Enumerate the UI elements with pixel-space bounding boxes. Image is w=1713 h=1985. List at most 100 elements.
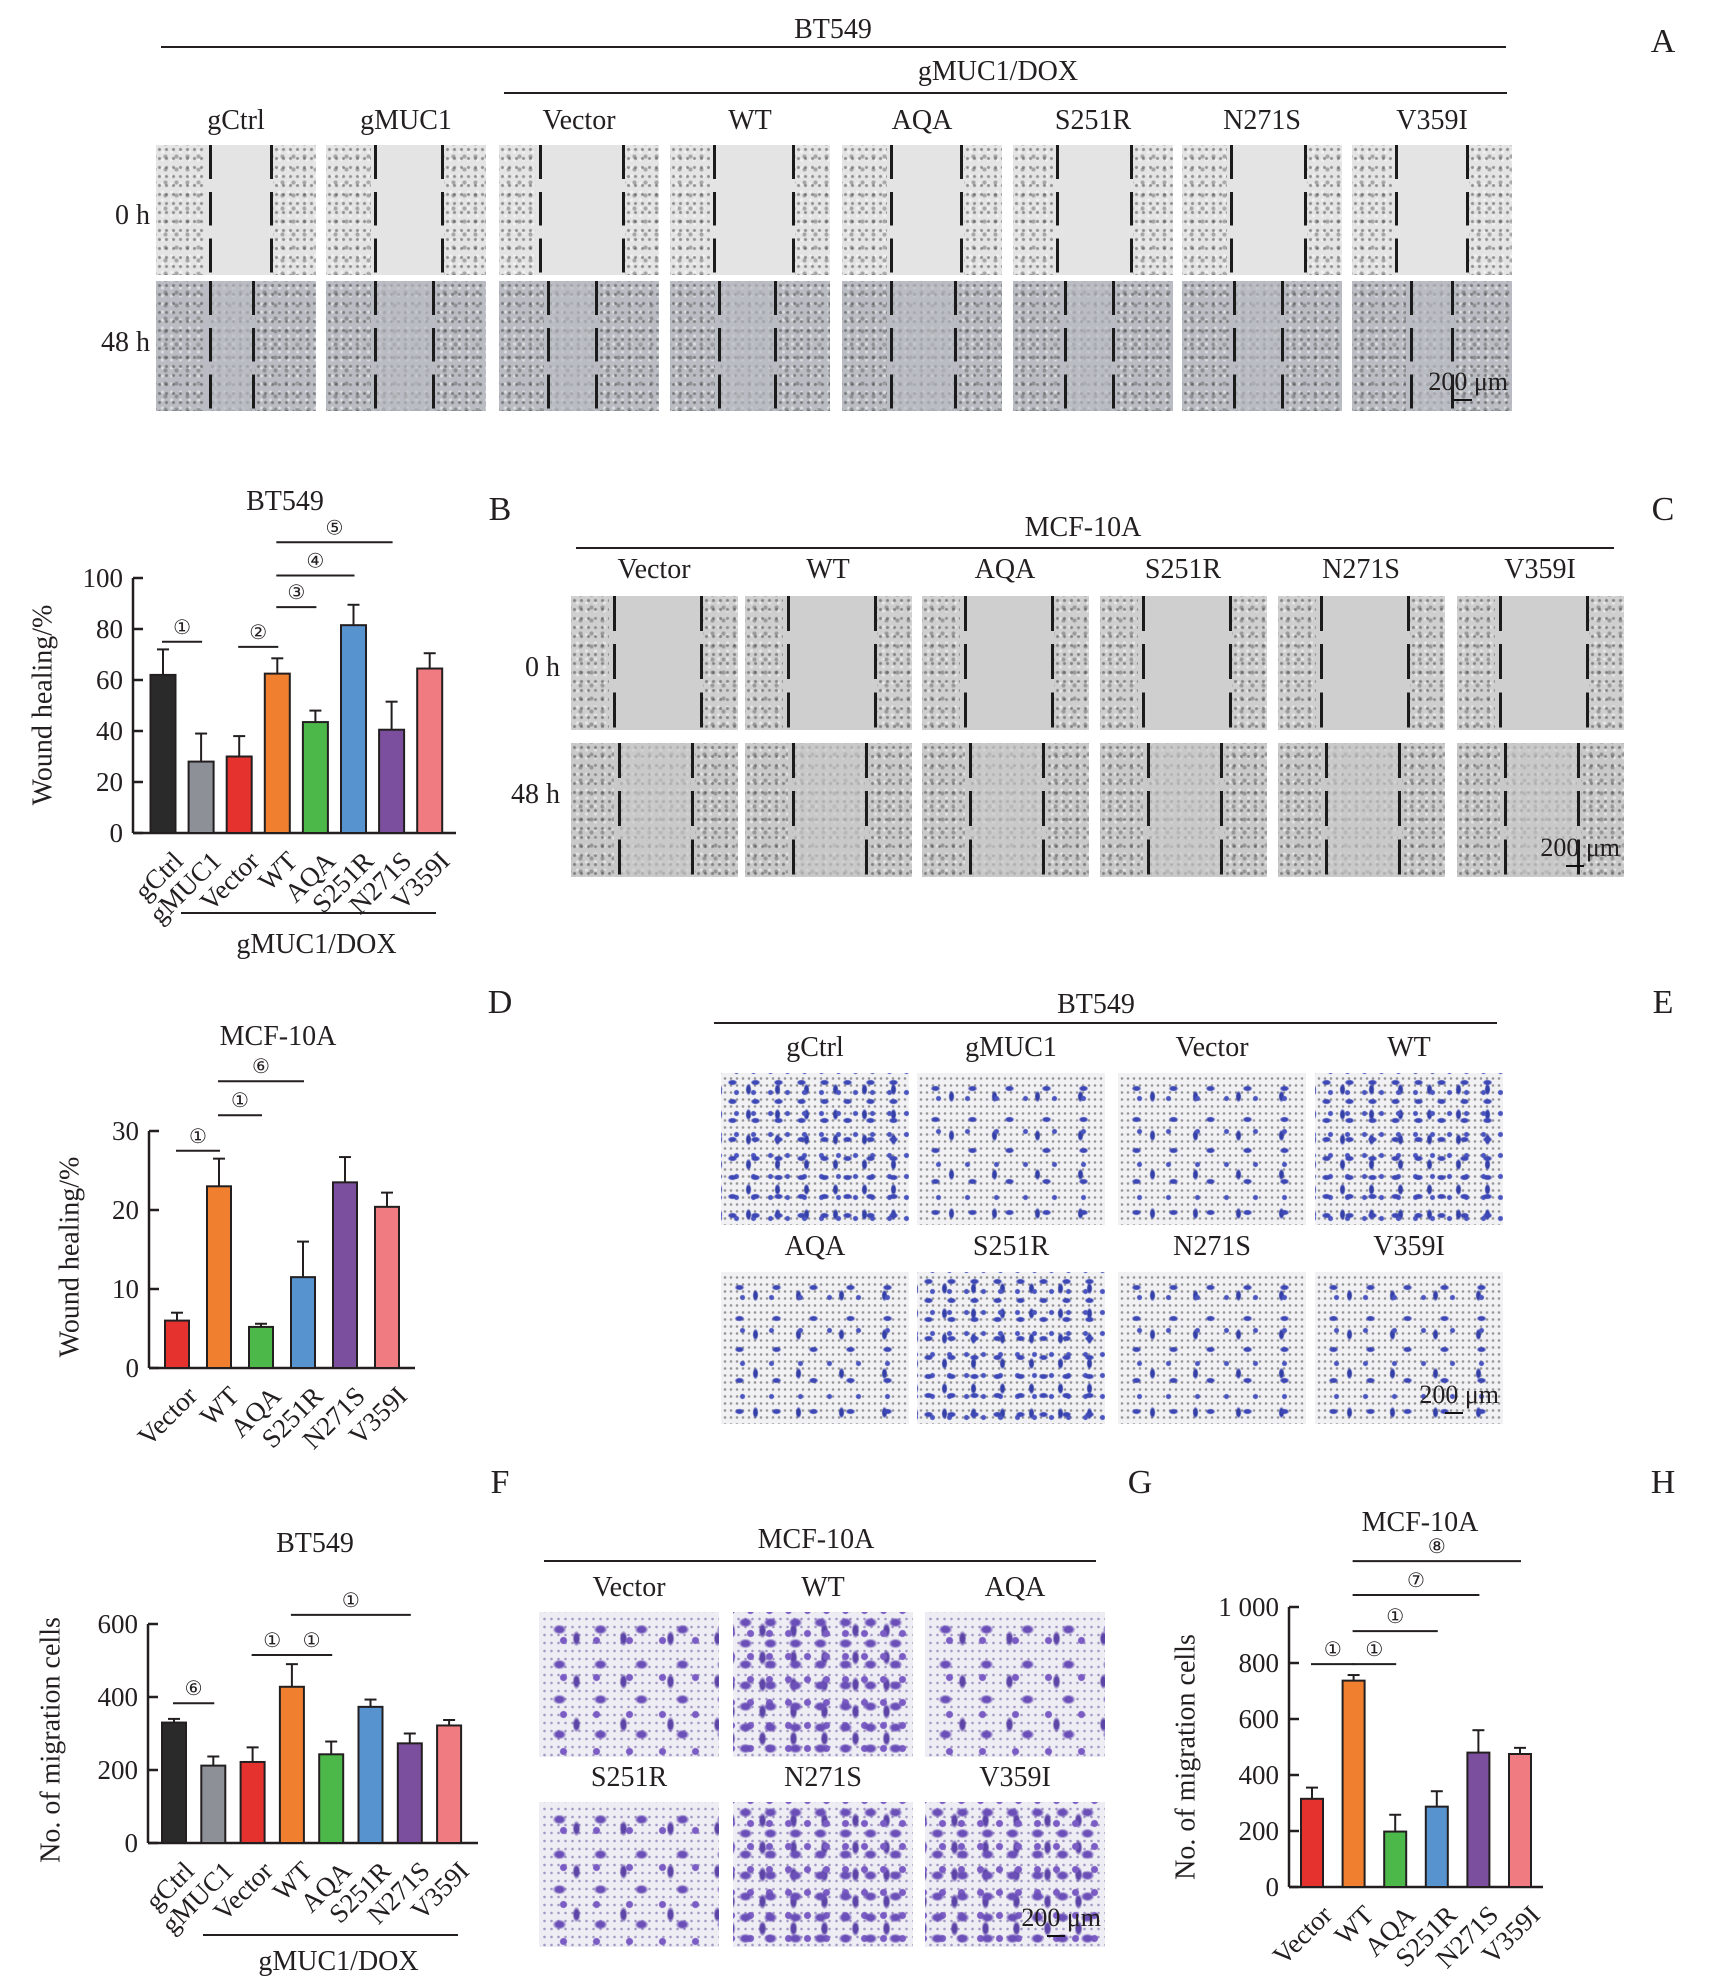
wound-edge-marker xyxy=(1395,145,1399,275)
panel-letter-h: H xyxy=(1650,1464,1676,1501)
column-label-wt: WT xyxy=(801,1572,845,1603)
chart-title: BT549 xyxy=(276,1528,354,1559)
wound-edge-marker xyxy=(968,743,972,877)
wound-micrograph xyxy=(745,743,912,877)
column-label-n271s: N271S xyxy=(1322,554,1400,585)
wound-micrograph xyxy=(745,596,912,730)
column-label-vector: Vector xyxy=(617,554,691,585)
wound-edge-marker xyxy=(1303,145,1307,275)
y-tick-label: 20 xyxy=(96,767,123,797)
wound-micrograph xyxy=(670,281,830,411)
column-label-s251r: S251R xyxy=(590,1762,668,1793)
wound-edge-marker xyxy=(252,281,255,411)
significance-label: ① xyxy=(189,1126,207,1148)
wound-edge-marker xyxy=(1498,596,1502,730)
bar-vector xyxy=(239,1760,266,1844)
x-tick-label: AQA xyxy=(224,1380,287,1443)
column-label-gmuc1: gMUC1 xyxy=(360,105,452,136)
transwell-micrograph xyxy=(733,1802,913,1947)
bar-v359i xyxy=(374,1205,400,1369)
transwell-micrograph xyxy=(1118,1073,1306,1225)
bar-n271s xyxy=(396,1742,423,1844)
x-tick-label: N271S xyxy=(343,846,417,920)
y-tick-label: 0 xyxy=(1266,1872,1280,1902)
wound-edge-marker xyxy=(1451,281,1455,411)
wound-micrograph xyxy=(1278,743,1445,877)
x-tick-label: V359I xyxy=(1476,1900,1546,1970)
x-tick-label: N271S xyxy=(1430,1900,1504,1974)
wound-edge-marker xyxy=(791,145,795,275)
column-label-gctrl: gCtrl xyxy=(207,105,265,136)
panel-e-title-rule xyxy=(714,1022,1497,1024)
wound-edge-marker xyxy=(612,596,616,730)
y-axis-label: Wound healing/% xyxy=(27,605,58,806)
wound-micrograph xyxy=(922,596,1089,730)
significance-label: ④ xyxy=(306,550,324,572)
panel-letter-g: G xyxy=(1127,1464,1153,1501)
wound-edge-marker xyxy=(539,145,542,275)
transwell-micrograph xyxy=(721,1073,909,1225)
wound-edge-marker xyxy=(1319,596,1323,730)
scale-bar-label: 200 μm xyxy=(1540,833,1620,862)
bar-vector xyxy=(164,1319,190,1369)
transwell-micrograph xyxy=(1118,1272,1306,1424)
scale-bar xyxy=(1445,1412,1463,1414)
y-tick-label: 10 xyxy=(112,1274,139,1304)
wound-micrograph xyxy=(670,145,830,275)
panel-a-subtitle: gMUC1/DOX xyxy=(917,56,1079,87)
bar-wt xyxy=(1341,1679,1366,1889)
y-tick-label: 0 xyxy=(125,1828,139,1858)
transwell-micrograph xyxy=(539,1802,719,1947)
wound-edge-marker xyxy=(890,145,893,275)
wound-edge-marker xyxy=(1577,743,1581,877)
bar-gmuc1 xyxy=(200,1764,227,1844)
transwell-micrograph xyxy=(917,1272,1105,1424)
x-tick-label: Vector xyxy=(1267,1900,1338,1971)
significance-label: ③ xyxy=(287,582,305,604)
panel-c-title: MCF-10A xyxy=(1024,512,1142,543)
wound-edge-marker xyxy=(374,145,377,275)
column-label-aqa: AQA xyxy=(784,1231,846,1262)
panel-letter-b: B xyxy=(488,491,512,528)
wound-edge-marker xyxy=(1281,281,1285,411)
transwell-micrograph xyxy=(1315,1073,1503,1225)
x-tick-label: S251R xyxy=(306,846,379,919)
wound-edge-marker xyxy=(1056,145,1060,275)
bar-vector xyxy=(1300,1797,1324,1889)
row-label-48h: 48 h xyxy=(101,327,150,358)
significance-label: ① xyxy=(303,1630,321,1652)
y-tick-label: 40 xyxy=(96,716,123,746)
wound-edge-marker xyxy=(1064,281,1068,411)
transwell-micrograph: 200 μm xyxy=(1315,1272,1503,1424)
bar-n271s xyxy=(1466,1751,1491,1888)
x-tick-label: AQA xyxy=(1358,1899,1421,1962)
bar-s251r xyxy=(357,1705,384,1844)
chart-title: MCF-10A xyxy=(1362,1507,1479,1538)
y-axis-label: No. of migration cells xyxy=(1170,1634,1201,1880)
chart-title: MCF-10A xyxy=(220,1021,337,1052)
panel-letter-e: E xyxy=(1652,984,1674,1021)
wound-edge-marker xyxy=(617,743,621,877)
wound-micrograph xyxy=(571,743,738,877)
x-tick-label: V359I xyxy=(386,846,456,916)
bar-gctrl xyxy=(149,673,177,835)
y-tick-label: 200 xyxy=(1239,1816,1280,1846)
column-label-n271s: N271S xyxy=(1223,105,1301,136)
wound-micrograph xyxy=(499,145,659,275)
wound-micrograph xyxy=(1278,596,1445,730)
bar-n271s xyxy=(332,1181,358,1369)
column-label-vector: Vector xyxy=(1175,1032,1249,1063)
y-tick-label: 80 xyxy=(96,614,123,644)
significance-label: ① xyxy=(1386,1606,1404,1628)
row-label-0h: 0 h xyxy=(115,200,150,231)
y-tick-label: 0 xyxy=(110,818,124,848)
transwell-micrograph xyxy=(721,1272,909,1424)
wound-edge-marker xyxy=(791,743,795,877)
column-label-aqa: AQA xyxy=(891,105,953,136)
wound-edge-marker xyxy=(1228,596,1232,730)
x-tick-label: WT xyxy=(1329,1899,1380,1950)
significance-label: ① xyxy=(263,1630,281,1652)
column-label-aqa: AQA xyxy=(984,1572,1046,1603)
x-tick-label: gMUC1 xyxy=(155,1856,239,1940)
wound-micrograph xyxy=(1182,145,1342,275)
